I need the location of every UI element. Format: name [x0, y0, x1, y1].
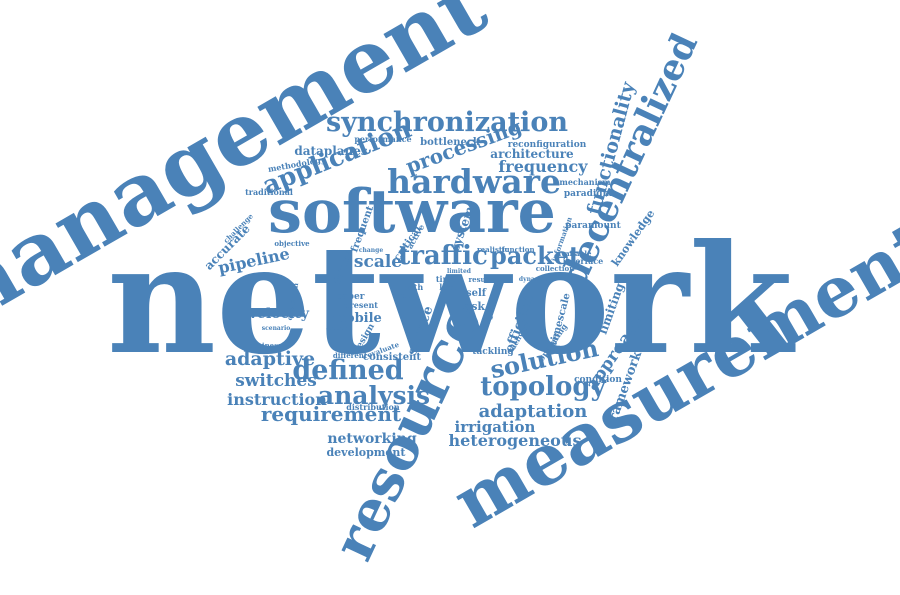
word-scale: scale — [354, 252, 402, 272]
word-realistic: realistic — [477, 245, 509, 254]
word-distribution: distribution — [346, 402, 400, 412]
word-change: change — [359, 247, 383, 254]
word-analysis: analysis — [318, 381, 430, 410]
word-consistent: consistent — [363, 352, 421, 363]
word-adaptive: adaptive — [225, 348, 315, 370]
word-adaptation: adaptation — [479, 401, 588, 422]
word-paradigm: paradigm — [564, 189, 613, 199]
word-development: development — [326, 446, 406, 459]
word-instruction: instruction — [227, 390, 327, 409]
word-app: app — [396, 290, 413, 300]
word-defined: defined — [292, 355, 403, 386]
word-reconfiguration: reconfiguration — [508, 140, 587, 150]
word-interface: interface — [563, 256, 603, 266]
word-task: task — [459, 300, 485, 313]
word-velocity: velocity — [248, 306, 310, 322]
word-tackling: tackling — [472, 347, 514, 357]
word-mechanism: mechanism — [559, 177, 611, 187]
word-mobile: mobile — [332, 311, 382, 326]
word-hardware: hardware — [387, 162, 561, 201]
word-business: business — [248, 341, 282, 350]
word-paramount: paramount — [565, 221, 621, 231]
word-paper: paper — [336, 292, 365, 302]
word-topology: topology — [480, 372, 606, 402]
word-performance: performance — [354, 134, 411, 144]
word-heterogeneous: heterogeneous — [449, 431, 582, 450]
word-synchronization: synchronization — [326, 107, 568, 138]
word-networking: networking — [327, 431, 417, 447]
word-available: available — [557, 249, 593, 258]
word-self: self — [466, 288, 487, 299]
word-objective: objective — [274, 239, 310, 248]
word-dynamic: dynamic — [519, 276, 548, 283]
word-amount: amount — [326, 325, 352, 332]
word-result: result — [468, 275, 492, 284]
word-irrigation: irrigation — [455, 418, 536, 436]
word-collection: collection — [536, 264, 575, 273]
word-bottleneck: bottleneck — [420, 137, 481, 148]
word-switches: switches — [235, 371, 317, 391]
word-present: present — [344, 300, 378, 310]
word-different: different — [333, 351, 368, 360]
word-traffic: traffic — [398, 241, 488, 271]
word-frequency: frequency — [498, 157, 588, 176]
word-network: network — [107, 212, 796, 388]
word-scenario: scenario — [262, 325, 291, 332]
word-path: path — [403, 282, 423, 292]
word-traditional: traditional — [245, 187, 293, 197]
word-function: function — [501, 245, 534, 254]
word-time: time — [436, 274, 456, 284]
word-limited: limited — [447, 268, 472, 275]
word-packet: packet — [490, 241, 580, 270]
word-architecture: architecture — [490, 147, 574, 161]
word-loss: loss — [439, 282, 457, 292]
word-software: software — [268, 177, 556, 247]
word-requirement: requirement — [261, 402, 402, 426]
word-condition: condition — [574, 375, 622, 385]
word-dataplanes: dataplanes — [294, 144, 368, 158]
